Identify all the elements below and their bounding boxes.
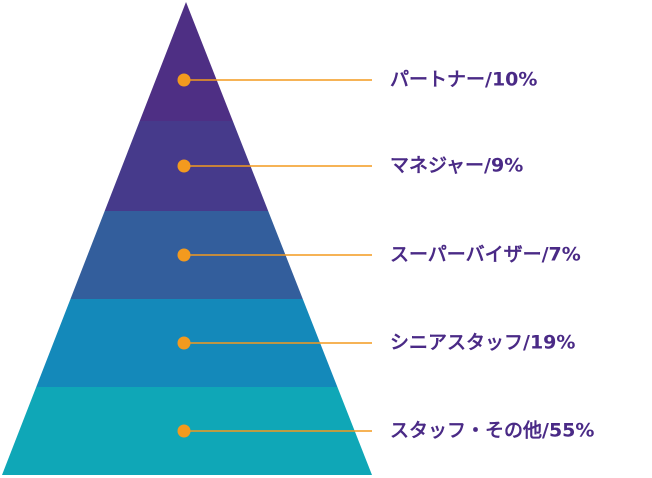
tier-label-staff-other: スタッフ・その他/55%: [390, 419, 594, 442]
connector-dot-staff-other: [177, 424, 191, 438]
connector-dot-senior-staff: [177, 336, 191, 350]
connector-dot-supervisor: [177, 248, 191, 262]
tier-label-senior-staff: シニアスタッフ/19%: [390, 332, 575, 354]
connector-dot-partner: [177, 73, 191, 87]
tier-label-manager: マネジャー/9%: [390, 155, 523, 177]
tier-label-partner: パートナー/10%: [390, 69, 537, 91]
pyramid-connectors: [177, 73, 372, 438]
tier-label-supervisor: スーパーバイザー/7%: [390, 244, 581, 266]
pyramid-labels: パートナー/10% マネジャー/9% スーパーバイザー/7% シニアスタッフ/1…: [390, 69, 594, 442]
pyramid-tier-partner: [139, 2, 233, 121]
pyramid-tiers: [2, 2, 372, 475]
connector-dot-manager: [177, 159, 191, 173]
